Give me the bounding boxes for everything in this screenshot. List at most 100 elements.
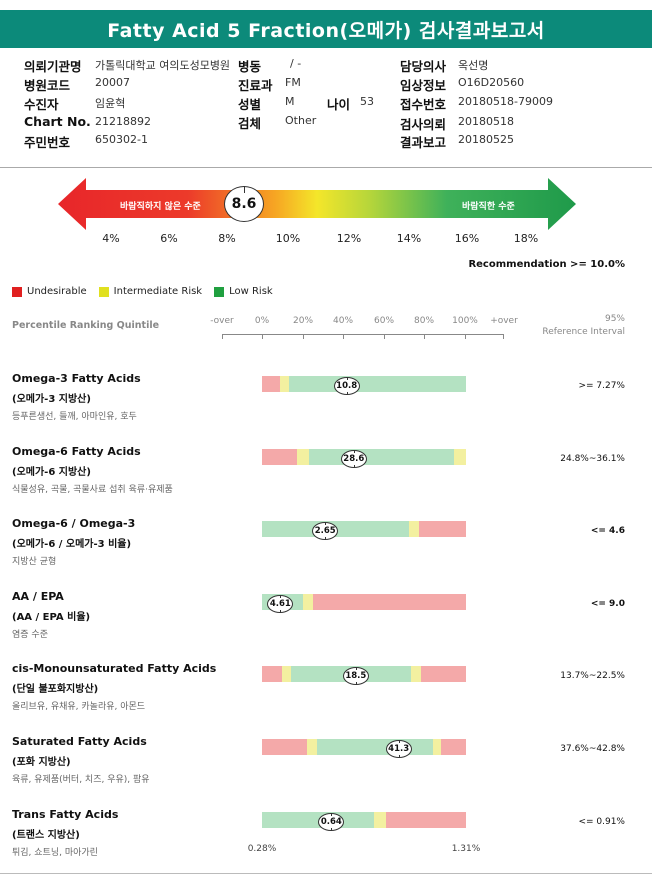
result-korean-name: (오메가-3 지방산)	[12, 394, 91, 405]
result-value-marker: 4.61	[267, 595, 294, 613]
percentile-tick: 60%	[373, 316, 395, 326]
range-segment	[262, 376, 281, 392]
result-description: 육류, 유제품(버터, 치즈, 우유), 팜유	[12, 775, 150, 785]
axis-tick	[384, 334, 385, 339]
result-korean-name: (단일 불포화지방산)	[12, 684, 99, 695]
range-segment	[312, 594, 466, 610]
bottom-divider	[0, 873, 652, 874]
legend: Undesirable Intermediate Risk Low Risk	[12, 286, 285, 297]
range-segment	[453, 449, 466, 465]
range-segment	[296, 449, 309, 465]
range-bar	[262, 521, 466, 537]
reference-interval: <= 4.6	[590, 526, 625, 536]
reference-interval: 13.7%~22.5%	[560, 671, 625, 681]
legend-label: Low Risk	[229, 286, 273, 297]
clinical-label: 임상정보	[400, 78, 447, 93]
range-bar	[262, 812, 466, 828]
result-korean-name: (포화 지방산)	[12, 757, 71, 768]
result-row: Omega-3 Fatty Acids (오메가-3 지방산) 등푸른생선, 들깨,…	[0, 372, 652, 444]
range-segment	[317, 739, 434, 755]
result-name: Trans Fatty Acids	[12, 808, 119, 821]
result-description: 지방산 균형	[12, 557, 57, 567]
hospital-code-label: 병원코드	[24, 78, 71, 93]
doctor-value: 옥선명	[458, 59, 489, 72]
result-korean-name: (오메가-6 / 오메가-3 비율)	[12, 539, 132, 550]
result-value-marker: 2.65	[312, 522, 339, 540]
receipt-value: 20180518-79009	[458, 95, 553, 108]
scale-label: 18%	[513, 232, 539, 245]
ward-value: / -	[290, 57, 302, 70]
result-korean-name: (트랜스 지방산)	[12, 830, 80, 841]
result-row: Saturated Fatty Acids (포화 지방산) 육류, 유제품(버터,…	[0, 735, 652, 807]
result-row: AA / EPA (AA / EPA 비율) 염증 수준 <= 9.0 4.61	[0, 590, 652, 662]
legend-swatch-icon	[98, 286, 109, 297]
reference-interval: <= 0.91%	[578, 817, 625, 827]
sex-value: M	[285, 95, 295, 108]
reference-interval: 37.6%~42.8%	[560, 744, 625, 754]
result-row: cis-Monounsaturated Fatty Acids (단일 불포화지방…	[0, 662, 652, 734]
result-name: Omega-6 Fatty Acids	[12, 445, 141, 458]
chart-value: 21218892	[95, 115, 151, 128]
reference-interval: <= 9.0	[590, 599, 625, 609]
examinee-value: 임윤혁	[95, 97, 126, 110]
chart-label: Chart No.	[24, 114, 91, 129]
reference-interval: >= 7.27%	[578, 381, 625, 391]
reference-header-line: Reference Interval	[542, 327, 625, 337]
result-name: Omega-6 / Omega-3	[12, 517, 136, 530]
clinical-value: O16D20560	[458, 76, 525, 89]
range-segment	[288, 376, 466, 392]
percentile-tick: +over	[490, 316, 518, 326]
range-bar	[262, 739, 466, 755]
result-description: 등푸른생선, 들깨, 아마인유, 호두	[12, 412, 137, 422]
percentile-axis	[222, 334, 504, 335]
range-segment	[262, 449, 297, 465]
scale-label: 4%	[102, 232, 120, 245]
age-label: 나이	[327, 97, 351, 112]
scale-label: 10%	[275, 232, 301, 245]
doctor-label: 담당의사	[400, 59, 447, 74]
examinee-label: 수진자	[24, 97, 59, 112]
report-value: 20180525	[458, 133, 514, 146]
range-segment	[262, 666, 283, 682]
result-korean-name: (AA / EPA 비율)	[12, 612, 91, 623]
range-segment	[408, 521, 420, 537]
range-segment	[280, 376, 289, 392]
age-value: 53	[360, 95, 374, 108]
reference-interval: 24.8%~36.1%	[560, 454, 625, 464]
percentile-tick: 0%	[254, 316, 270, 326]
result-description: 염증 수준	[12, 630, 48, 640]
range-segment	[262, 739, 307, 755]
percentile-tick: 40%	[332, 316, 354, 326]
omega3-index-value: 8.6	[231, 196, 257, 212]
percentile-tick: 80%	[413, 316, 435, 326]
institution-label: 의뢰기관명	[24, 59, 82, 74]
dept-label: 진료과	[238, 78, 273, 93]
report-label: 결과보고	[400, 135, 447, 150]
axis-tick	[262, 334, 263, 339]
legend-swatch-icon	[12, 286, 22, 297]
receipt-label: 접수번호	[400, 97, 447, 112]
result-value-marker: 41.3	[385, 740, 412, 758]
undesirable-level-text: 바람직하지 않은 수준	[120, 202, 201, 212]
range-segment	[433, 739, 442, 755]
request-label: 검사의뢰	[400, 117, 447, 132]
result-name: Saturated Fatty Acids	[12, 735, 147, 748]
request-value: 20180518	[458, 115, 514, 128]
range-segment	[386, 812, 466, 828]
reference-header-line: 95%	[604, 314, 625, 324]
scale-label: 14%	[396, 232, 422, 245]
specimen-value: Other	[285, 114, 317, 127]
legend-label: Undesirable	[27, 286, 87, 297]
marker-tick-icon	[244, 186, 245, 193]
range-segment	[306, 739, 318, 755]
reference-interval-header: 95% Reference Interval	[542, 313, 625, 339]
sex-label: 성별	[238, 97, 262, 112]
range-bar	[262, 376, 466, 392]
result-name: AA / EPA	[12, 590, 64, 603]
legend-label: Intermediate Risk	[113, 286, 203, 297]
result-description: 튀김, 쇼트닝, 마아가린	[12, 848, 98, 858]
id-label: 주민번호	[24, 135, 71, 150]
result-value-marker: 28.6	[340, 450, 367, 468]
trans-fat-scale-min: 0.28%	[247, 844, 277, 854]
scale-label: 8%	[218, 232, 236, 245]
